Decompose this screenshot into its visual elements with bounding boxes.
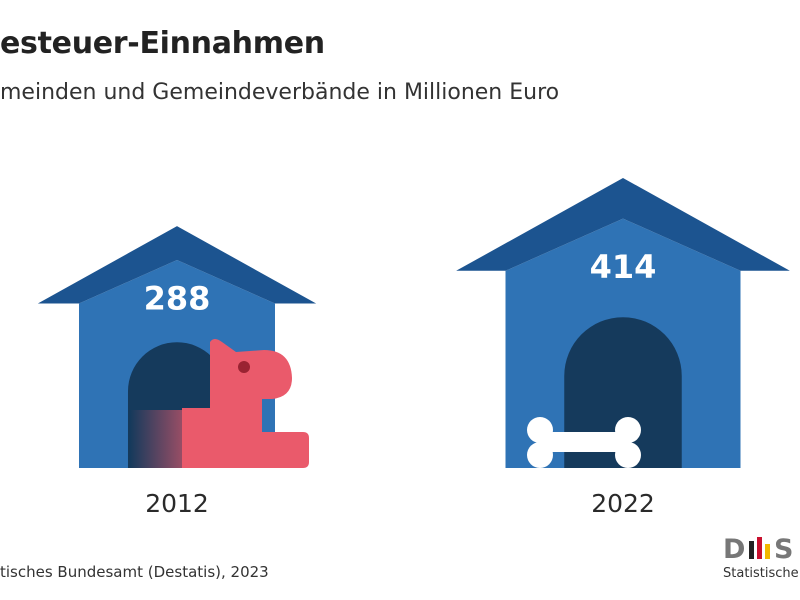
chart-title: esteuer-Einnahmen — [0, 26, 325, 61]
category-label-2012: 2012 — [145, 489, 209, 518]
house-door — [564, 317, 682, 468]
chart-subtitle: meinden und Gemeindeverbände in Millione… — [0, 80, 560, 105]
logo-letter-d: D — [723, 534, 745, 563]
dog-house-2022: 414 2022 — [456, 178, 790, 518]
bone-icon — [527, 417, 641, 468]
dog-icon — [130, 339, 309, 468]
category-label-2022: 2022 — [591, 489, 655, 518]
source-note: tisches Bundesamt (Destatis), 2023 — [0, 563, 269, 581]
value-label-2022: 414 — [590, 248, 657, 286]
house-roof — [456, 178, 790, 271]
destatis-logo: D S Statistische — [721, 533, 800, 593]
house-roof — [37, 226, 317, 304]
logo-text: Statistische — [723, 566, 799, 581]
destatis-logo-mark: D S — [723, 534, 793, 563]
svg-text:S: S — [774, 534, 793, 563]
value-label-2012: 288 — [144, 279, 211, 317]
